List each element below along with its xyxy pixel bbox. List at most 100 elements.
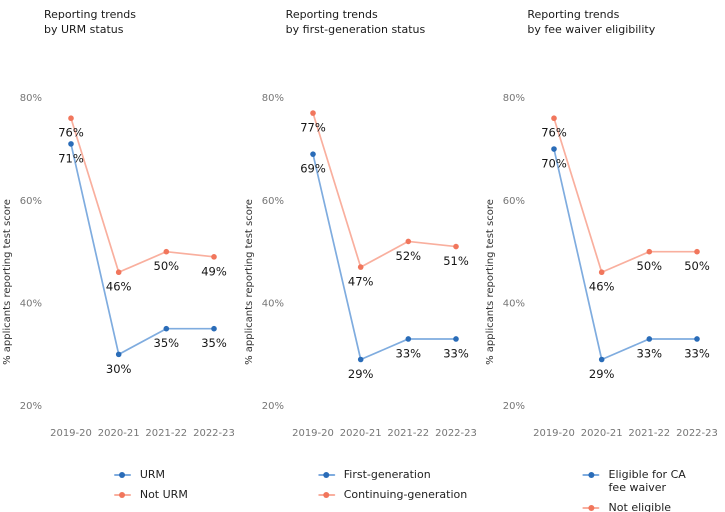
legend-item-not-urm[interactable]: Not URM <box>113 488 188 501</box>
data-point-label: 29% <box>589 367 615 381</box>
line-plot-urm: 80% 60% 40% 20% % applicants reporting test … <box>2 93 235 439</box>
data-point-marker[interactable] <box>405 336 411 342</box>
y-tick-label: 80% <box>503 93 525 104</box>
chart-fee-waiver-eligibility: Reporting trends by fee waiver eligibili… <box>483 0 725 512</box>
y-tick-label: 80% <box>20 93 42 104</box>
data-point-marker[interactable] <box>452 243 459 250</box>
legend-line-dot-icon <box>113 471 131 478</box>
data-point-marker[interactable] <box>357 356 364 363</box>
legend-label: Continuing-generation <box>343 488 468 501</box>
x-tick-label: 2021-22 <box>387 428 429 439</box>
series-line <box>311 112 456 268</box>
y-tick-label: 60% <box>261 196 283 207</box>
data-point-label: 33% <box>685 346 711 360</box>
data-point-label: 33% <box>637 346 663 360</box>
chart-title: Reporting trends by URM status <box>44 8 137 36</box>
data-point-label: 49% <box>201 264 227 278</box>
legend-item-not-eligible[interactable]: Not eligible <box>582 501 686 512</box>
x-tick-label: 2020-21 <box>339 428 381 439</box>
legend-item-eligible-ca-fee-waiver[interactable]: Eligible for CA fee waiver <box>582 468 686 494</box>
data-point-marker[interactable] <box>115 351 122 358</box>
data-point-marker[interactable] <box>309 151 316 157</box>
data-point-label: 46% <box>106 280 132 294</box>
x-tick-label: 2021-22 <box>145 428 187 439</box>
series-line <box>553 117 698 274</box>
legend-line-dot-icon <box>582 504 600 511</box>
data-point-marker[interactable] <box>357 264 364 270</box>
data-point-label: 76% <box>58 126 84 140</box>
line-plot-fee-waiver: 80% 60% 40% 20% % applicants reporting test … <box>485 93 718 439</box>
data-point-marker[interactable] <box>211 325 217 332</box>
data-point-marker[interactable] <box>646 336 653 342</box>
data-point-label: 30% <box>106 362 132 376</box>
chart-title: Reporting trends by fee waiver eligibili… <box>527 8 656 36</box>
y-tick-label: 20% <box>503 401 525 412</box>
legend-label: Eligible for CA fee waiver <box>608 468 686 494</box>
y-axis-label: % applicants reporting test score <box>485 199 496 365</box>
data-point-marker[interactable] <box>646 248 653 255</box>
data-point-marker[interactable] <box>694 336 701 342</box>
x-tick-label: 2022-23 <box>676 428 718 439</box>
data-point-marker[interactable] <box>452 336 459 342</box>
data-point-label: 33% <box>443 346 469 360</box>
data-point-marker[interactable] <box>309 110 316 116</box>
legend-item-first-generation[interactable]: First-generation <box>317 468 468 481</box>
data-point-marker[interactable] <box>551 146 558 152</box>
legend-line-dot-icon <box>317 471 335 478</box>
x-tick-label: 2020-21 <box>581 428 623 439</box>
legend: URM Not URM <box>113 468 188 501</box>
data-point-marker[interactable] <box>551 115 558 122</box>
y-tick-label: 40% <box>261 299 283 310</box>
legend: First-generation Continuing-generation <box>317 468 468 501</box>
data-point-marker[interactable] <box>405 238 411 245</box>
data-point-marker[interactable] <box>694 248 701 255</box>
data-point-label: 77% <box>300 121 326 135</box>
data-point-label: 50% <box>685 259 711 273</box>
legend-item-continuing-generation[interactable]: Continuing-generation <box>317 488 468 501</box>
legend-line-dot-icon <box>113 491 131 498</box>
y-tick-label: 20% <box>261 401 283 412</box>
legend: Eligible for CA fee waiver Not eligible <box>582 468 686 512</box>
data-point-label: 76% <box>542 126 568 140</box>
legend-label: First-generation <box>343 468 431 481</box>
data-point-marker[interactable] <box>163 248 170 255</box>
x-tick-label: 2019-20 <box>533 428 575 439</box>
chart-first-generation-status: Reporting trends by first-generation sta… <box>242 0 484 512</box>
series-line <box>70 117 215 274</box>
x-tick-label: 2019-20 <box>292 428 334 439</box>
y-axis-label: % applicants reporting test score <box>244 199 255 365</box>
data-point-marker[interactable] <box>163 325 170 332</box>
x-tick-label: 2020-21 <box>98 428 140 439</box>
data-point-label: 47% <box>348 275 374 289</box>
data-point-label: 69% <box>300 162 326 176</box>
data-point-marker[interactable] <box>68 115 74 122</box>
legend-line-dot-icon <box>317 491 335 498</box>
y-axis-label: % applicants reporting test score <box>2 199 13 365</box>
data-point-label: 71% <box>58 151 84 165</box>
data-point-label: 29% <box>348 367 374 381</box>
legend-label: Not URM <box>139 488 188 501</box>
chart-urm-status: Reporting trends by URM status 80% 60% 40%… <box>0 0 242 512</box>
data-point-label: 35% <box>201 336 227 350</box>
data-point-label: 51% <box>443 254 469 268</box>
data-point-label: 33% <box>395 346 421 360</box>
legend-label: Not eligible <box>608 501 672 512</box>
y-tick-label: 40% <box>20 299 42 310</box>
legend-item-urm[interactable]: URM <box>113 468 188 481</box>
y-tick-label: 40% <box>503 299 525 310</box>
x-tick-label: 2019-20 <box>50 428 92 439</box>
data-point-marker[interactable] <box>599 356 605 363</box>
series-line <box>70 143 214 356</box>
data-point-marker[interactable] <box>211 254 217 260</box>
data-point-marker[interactable] <box>68 141 74 147</box>
x-tick-label: 2021-22 <box>629 428 671 439</box>
x-tick-label: 2022-23 <box>193 428 235 439</box>
data-point-marker[interactable] <box>599 269 605 276</box>
chart-title: Reporting trends by first-generation sta… <box>285 8 426 36</box>
data-point-label: 70% <box>542 157 568 171</box>
y-tick-label: 20% <box>20 401 42 412</box>
data-point-marker[interactable] <box>115 269 122 276</box>
data-point-label: 35% <box>154 336 180 350</box>
data-point-label: 50% <box>637 259 663 273</box>
series-line <box>553 148 698 361</box>
